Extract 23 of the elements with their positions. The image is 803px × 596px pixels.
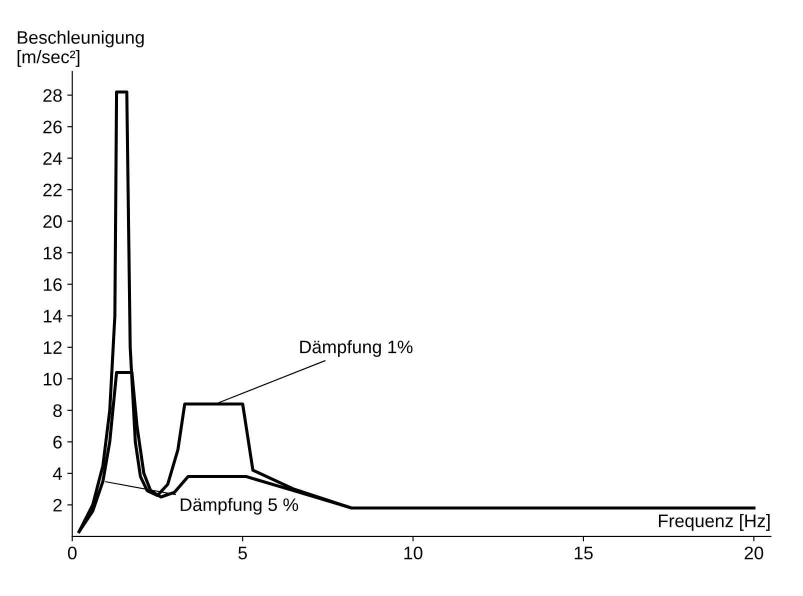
x-tick-label: 15 [574, 546, 593, 560]
y-tick-label: 18 [44, 246, 62, 260]
y-tick-label: 6 [53, 436, 62, 449]
x-tick-label: 5 [238, 546, 247, 560]
y-tick-label: 10 [44, 372, 62, 386]
y-tick-label: 8 [53, 404, 62, 418]
y-tick-label: 12 [44, 341, 62, 354]
y-tick-label: 26 [43, 120, 62, 134]
y-tick-label: 4 [52, 467, 62, 480]
y-tick-label: 20 [43, 215, 62, 228]
annotation: Dämpfung 5 % [180, 498, 298, 515]
x-tick-label: 0 [68, 546, 77, 560]
x-tick-label: 10 [404, 546, 422, 560]
y-tick-label: 22 [43, 184, 62, 196]
y-axis-title: Beschleunigung [m/sec²] [18, 30, 144, 67]
y-tick-label: 24 [43, 152, 62, 165]
x-tick-label: 20 [744, 546, 764, 560]
y-tick-label: 28 [43, 89, 62, 102]
annotation: Dämpfung 1% [300, 340, 413, 357]
y-tick-label: 14 [44, 310, 62, 322]
x-axis-title: Frequenz [Hz] [658, 514, 770, 531]
y-tick-label: 2 [53, 498, 62, 512]
y-tick-label: 16 [44, 278, 62, 291]
